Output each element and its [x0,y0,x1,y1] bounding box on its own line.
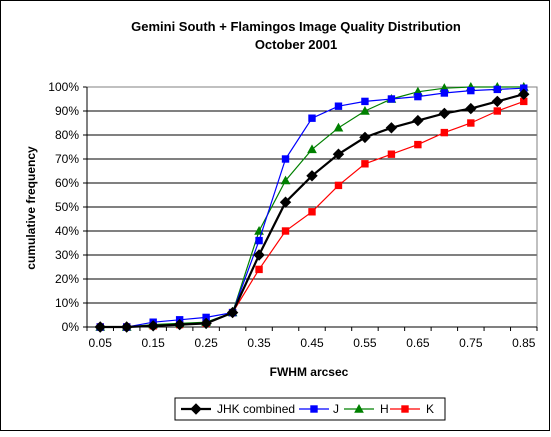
data-point-h [307,144,317,154]
data-point-jhk-combined [412,114,424,127]
y-tick-label: 0% [62,320,80,334]
data-point-k [440,128,449,137]
legend-marker-j [310,405,318,413]
y-tick-label: 90% [55,104,79,118]
data-point-j [334,102,343,110]
data-point-jhk-combined [226,306,239,319]
data-point-k [493,107,501,115]
x-tick-label: 0.85 [512,336,536,350]
data-point-j [414,92,422,101]
y-axis-label: cumulative frequency [24,146,38,270]
y-tick-label: 100% [48,80,79,94]
data-point-k [387,150,396,158]
data-point-jhk-combined [465,102,477,115]
data-point-jhk-combined [306,170,318,182]
legend-label-k: K [426,402,434,416]
data-point-j [467,86,475,95]
chart-title: Gemini South + Flamingos Image Quality D… [131,19,461,34]
y-tick-label: 40% [55,224,79,238]
data-point-k [308,208,316,216]
data-point-jhk-combined [253,249,265,261]
x-tick-label: 0.35 [247,336,271,350]
legend-label-j: J [333,402,339,416]
data-point-k [255,265,263,274]
data-point-jhk-combined [359,131,371,144]
data-point-k [281,227,290,235]
x-tick-label: 0.45 [300,336,324,350]
data-point-j [255,236,263,245]
data-point-k [467,119,475,127]
y-tick-label: 80% [55,128,79,142]
legend: JHK combined J H K [174,397,446,421]
legend-label-jhk-combined: JHK combined [217,402,295,416]
data-point-jhk-combined [200,317,212,330]
x-axis-label: FWHM arcsec [270,365,349,379]
legend-marker-k [401,405,409,413]
data-point-j [361,97,369,106]
x-tick-label: 0.25 [194,336,218,350]
y-tick-label: 60% [55,176,79,190]
data-point-j [308,114,316,122]
legend-marker-jhk-combined [190,403,202,415]
plot-area: 0% 10% 20% 30% 40% 50% 60% 70% 80% 90% 100% 0.05 0.1… [48,80,538,350]
chart-subtitle: October 2001 [255,37,337,52]
x-tick-label: 0.15 [141,336,165,350]
data-point-h [333,122,344,132]
data-point-jhk-combined [279,196,292,208]
data-point-h [280,175,291,185]
data-point-k [334,181,343,190]
data-point-jhk-combined [120,321,133,333]
data-point-jhk-combined [173,318,186,331]
data-point-k [361,160,369,168]
y-tick-label: 70% [55,152,79,166]
y-tick-label: 50% [55,200,79,214]
data-point-j [493,85,501,94]
y-tick-label: 20% [55,272,79,286]
y-tick-label: 30% [55,248,79,262]
data-point-j [440,89,449,97]
data-point-jhk-combined [332,148,345,160]
data-point-jhk-combined [94,321,106,333]
data-point-k [414,140,422,149]
y-tick-label: 10% [55,296,79,310]
legend-marker-h [354,403,364,413]
x-tick-label: 0.75 [459,336,483,350]
data-point-j [281,155,290,163]
data-point-j [387,95,396,103]
data-point-jhk-combined [147,320,159,332]
data-point-jhk-combined [438,107,451,120]
x-tick-label: 0.55 [353,336,377,350]
data-point-jhk-combined [518,88,530,100]
legend-label-h: H [380,402,389,416]
x-tick-label: 0.65 [406,336,430,350]
data-point-h [254,225,264,235]
data-point-jhk-combined [491,95,504,108]
x-tick-label: 0.05 [89,336,113,350]
data-point-jhk-combined [385,122,398,134]
data-point-h [360,105,370,115]
